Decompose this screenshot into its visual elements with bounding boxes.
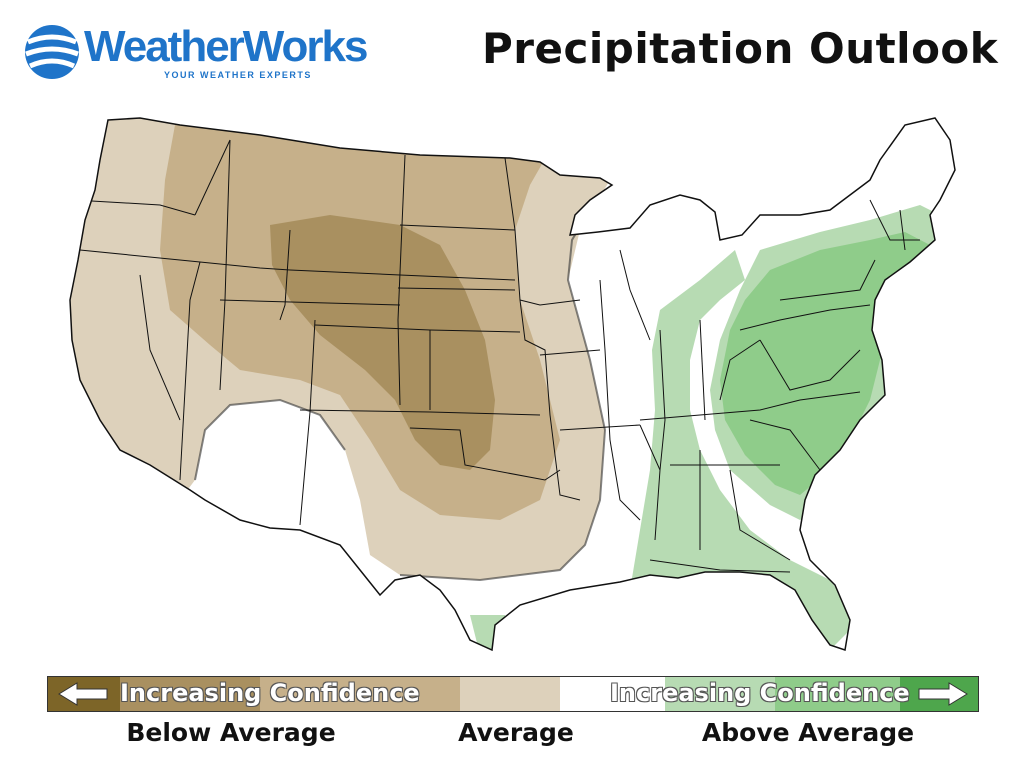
precipitation-map — [69, 117, 956, 651]
legend-swatch-average — [560, 676, 665, 712]
brand-tagline: YOUR WEATHER EXPERTS — [164, 70, 312, 80]
brand-name: WeatherWorks — [84, 22, 368, 71]
legend-below-average: Below Average — [126, 718, 336, 747]
legend-swatch-above-light — [665, 676, 775, 712]
arrow-left-icon — [58, 682, 108, 706]
legend-swatch-below-faint — [460, 676, 560, 712]
above-average-light-zone — [630, 250, 860, 650]
legend-left-confidence-label: Increasing Confidence — [120, 679, 420, 707]
legend-swatch-below-light — [260, 676, 460, 712]
globe-icon — [25, 25, 79, 79]
legend-swatch-above-medium — [775, 676, 900, 712]
legend-average: Average — [458, 718, 574, 747]
legend-swatch-below-medium — [120, 676, 260, 712]
page-title: Precipitation Outlook — [482, 24, 999, 73]
below-average-dark-zone — [270, 215, 495, 470]
state-borders — [74, 139, 920, 573]
legend-right-confidence-label: Increasing Confidence — [610, 679, 910, 707]
legend-bar — [47, 676, 979, 712]
arrow-right-icon — [918, 682, 968, 706]
weatherworks-logo: WeatherWorks YOUR WEATHER EXPERTS — [22, 18, 392, 86]
legend-above-average: Above Average — [701, 718, 915, 747]
